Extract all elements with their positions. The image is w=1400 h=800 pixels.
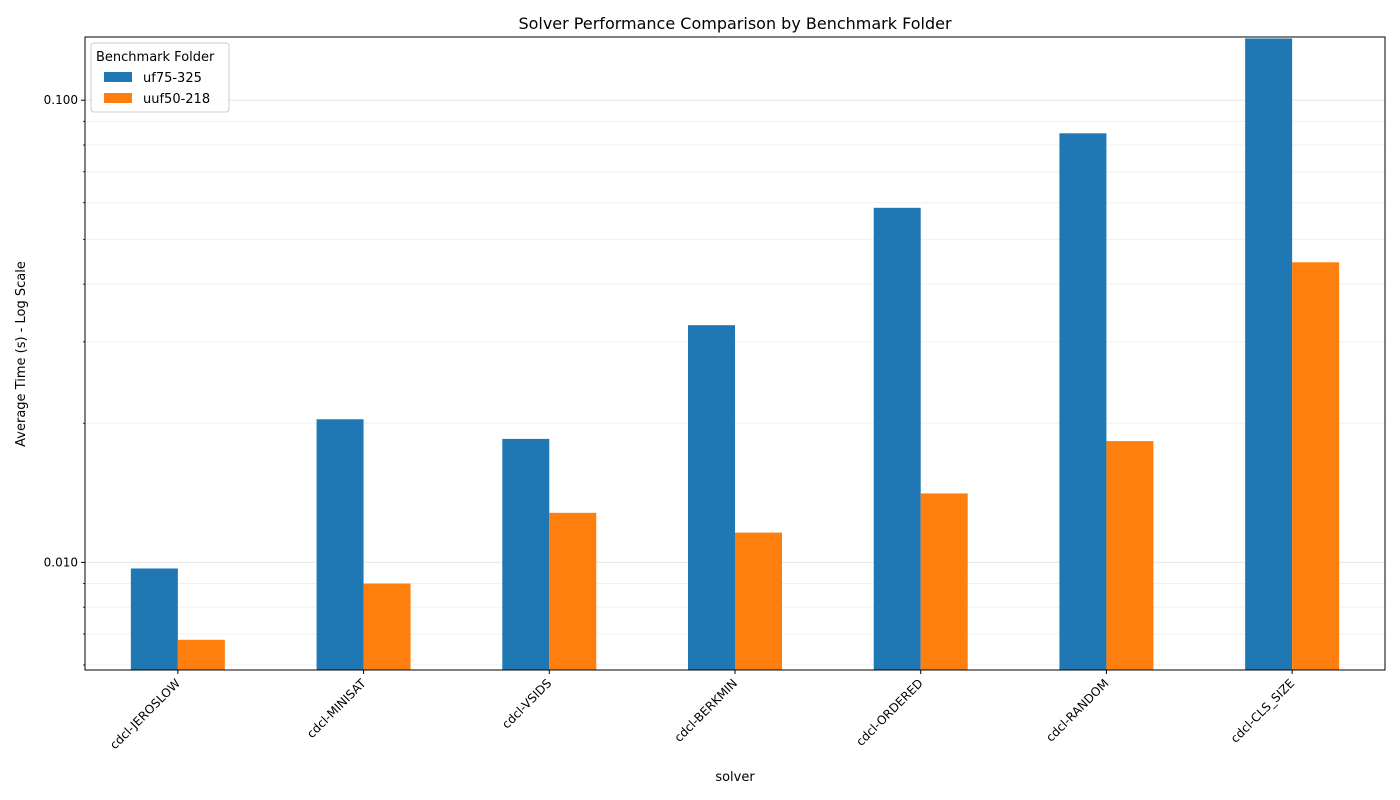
x-axis-label: solver <box>715 770 755 785</box>
bar-uf75-325-cdcl-CLS_SIZE <box>1245 38 1293 671</box>
legend-title: Benchmark Folder <box>96 50 215 65</box>
y-axis: 0.010 0.100 <box>44 93 85 666</box>
bar-uuf50-218-cdcl-JEROSLOW <box>177 639 225 670</box>
bar-uuf50-218-cdcl-ORDERED <box>920 493 968 670</box>
legend-swatch-1 <box>104 93 132 103</box>
bar-uf75-325-cdcl-BERKMIN <box>688 325 735 670</box>
bar-uf75-325-cdcl-RANDOM <box>1059 133 1107 670</box>
bars <box>130 38 1340 671</box>
bar-uf75-325-cdcl-VSIDS <box>502 438 550 670</box>
bar-uuf50-218-cdcl-MINISAT <box>363 583 411 670</box>
legend-label-1: uuf50-218 <box>143 92 210 107</box>
y-tick-label: 0.010 <box>44 555 78 569</box>
legend-swatch-0 <box>104 72 132 82</box>
y-axis-label: Average Time (s) - Log Scale <box>14 261 29 447</box>
chart-title: Solver Performance Comparison by Benchma… <box>518 14 952 33</box>
bar-uuf50-218-cdcl-RANDOM <box>1106 441 1154 670</box>
bar-uuf50-218-cdcl-CLS_SIZE <box>1292 262 1340 670</box>
legend: Benchmark Folder uf75-325 uuf50-218 <box>90 42 230 113</box>
bar-uf75-325-cdcl-JEROSLOW <box>130 568 178 670</box>
bar-uuf50-218-cdcl-BERKMIN <box>735 532 782 670</box>
y-tick-label: 0.100 <box>44 93 78 107</box>
bar-uuf50-218-cdcl-VSIDS <box>549 512 597 670</box>
bar-uf75-325-cdcl-MINISAT <box>316 419 364 670</box>
bar-uf75-325-cdcl-ORDERED <box>873 207 921 670</box>
legend-label-0: uf75-325 <box>143 71 202 86</box>
